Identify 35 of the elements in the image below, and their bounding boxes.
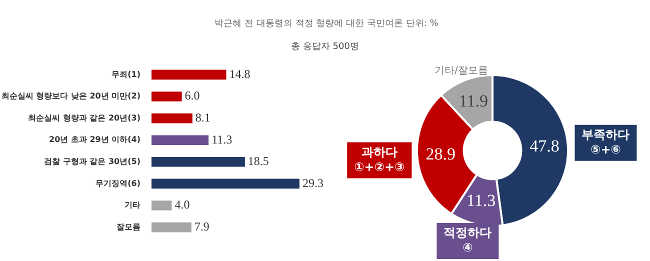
y-tick-label: 최순실씨 형량보다 낮은 20년 미만(2) <box>1 92 140 101</box>
data-label: 7.9 <box>194 219 210 234</box>
y-tick-label: 20년 초과 29년 이하(4) <box>49 135 140 144</box>
bar <box>152 113 192 124</box>
bar <box>152 178 300 189</box>
slice-label: 부족하다 ⑤+⑥ <box>582 127 630 156</box>
data-label: 11.3 <box>212 132 232 146</box>
y-tick-label: 무죄(1) <box>112 70 140 79</box>
chart-title: 박근혜 전 대통령의 적정 형량에 대한 국민여론 <box>214 19 403 29</box>
bar <box>152 135 209 146</box>
bar <box>152 222 192 232</box>
bar <box>152 70 226 80</box>
data-label: 14.8 <box>229 66 250 81</box>
bar <box>152 92 182 102</box>
data-label: 6.0 <box>184 88 200 103</box>
data-label: 28.9 <box>426 144 456 164</box>
bar <box>152 156 245 167</box>
text: 총 응답자 500명 <box>290 41 360 53</box>
data-label: 47.8 <box>530 136 560 156</box>
data-label: 11.3 <box>466 190 496 210</box>
bar <box>152 200 172 210</box>
slice-label: 적정하다 ④ <box>444 226 492 255</box>
y-tick-label: 기타 <box>124 200 140 210</box>
y-tick-label: 잘모름 <box>116 222 140 232</box>
data-label: 4.0 <box>174 198 190 212</box>
slice-label: 기타/잘모름 <box>434 66 488 77</box>
y-tick-label: 검찰 구형과 같은 30년(5) <box>44 156 140 166</box>
data-label: 8.1 <box>195 110 210 124</box>
data-label: 29.3 <box>302 176 324 190</box>
data-label: 18.5 <box>248 154 269 168</box>
data-label: 11.9 <box>458 91 488 110</box>
y-tick-label: 무기징역(6) <box>96 178 140 188</box>
slice-label: 과하다 ①+②+③ <box>354 144 405 174</box>
y-tick-label: 최순실씨 형량과 같은 20년(3) <box>28 113 140 122</box>
text: 단위: % <box>406 19 438 29</box>
